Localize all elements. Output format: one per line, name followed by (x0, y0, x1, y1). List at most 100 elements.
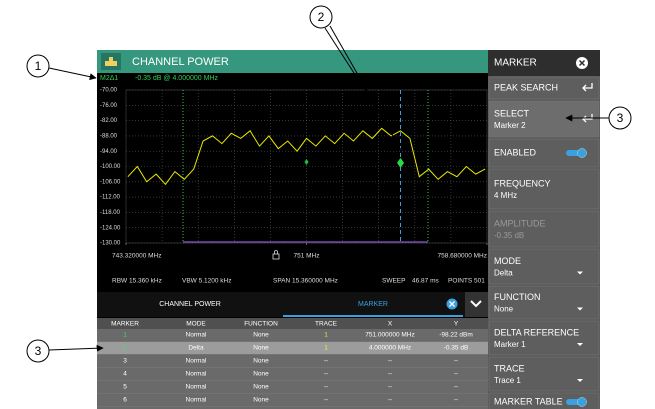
setting: VBW 5.1200 kHz (182, 278, 232, 285)
table-cell: None (253, 332, 269, 339)
callout-arrow (48, 67, 97, 81)
title: CHANNEL POWER (132, 56, 229, 68)
lock-icon (272, 253, 280, 260)
dropdown-icon (577, 379, 583, 382)
table-cell: -0.35 dB (444, 345, 469, 352)
table-cell: None (253, 358, 269, 365)
button-label: FREQUENCY (494, 178, 551, 188)
enter-icon (582, 114, 593, 123)
button-label: AMPLITUDE (494, 218, 546, 228)
y-tick-label: -94.00 (100, 149, 118, 155)
callout-number: 2 (318, 10, 325, 24)
y-tick-label: -112.00 (100, 195, 121, 201)
y-tick-label: -82.00 (100, 118, 118, 124)
setting: SWEEP (382, 278, 405, 285)
button-value: Marker 2 (494, 121, 526, 130)
trace (127, 127, 486, 186)
panel-button[interactable] (488, 100, 600, 138)
callout-circle (608, 106, 632, 130)
table-cell: Normal (186, 397, 208, 404)
panel-button[interactable] (488, 248, 600, 285)
table-cell: -- (454, 384, 458, 391)
y-tick-label: -88.00 (100, 133, 118, 139)
column-header: Y (454, 321, 459, 328)
panel-title: MARKER (494, 58, 537, 69)
table-cell: Normal (186, 332, 208, 339)
column-header: MARKER (111, 321, 139, 328)
marker-diamond (304, 158, 309, 165)
table-cell: None (253, 384, 269, 391)
selected-row (97, 342, 488, 354)
button-label: PEAK SEARCH (494, 82, 558, 92)
y-tick-label: -130.00 (100, 241, 121, 247)
setting: RBW 15.360 kHz (112, 278, 162, 285)
y-tick-label: -124.00 (100, 225, 121, 231)
table-cell: Normal (186, 371, 208, 378)
table-cell: None (253, 345, 269, 352)
callout-arrow (48, 344, 104, 352)
callout-number: 3 (617, 111, 624, 125)
tab[interactable]: CHANNEL POWER (159, 301, 221, 308)
setting: SPAN 15.360000 MHz (273, 278, 338, 285)
table-cell: -- (324, 384, 328, 391)
button-label: SELECT (494, 108, 530, 118)
table-cell: None (253, 371, 269, 378)
button-value: Trace 1 (494, 376, 521, 385)
tab-bar (97, 292, 488, 317)
table-cell: -- (454, 371, 458, 378)
button-label: DELTA REFERENCE (494, 327, 579, 337)
setting: POINTS 501 (448, 278, 485, 285)
button-label: MODE (494, 256, 521, 266)
close-x (449, 301, 455, 307)
x-tick-label: 751 MHz (293, 253, 319, 260)
y-tick-label: -100.00 (100, 164, 121, 170)
callout-number: 1 (35, 59, 42, 73)
table-cell: -- (324, 358, 328, 365)
panel-close-x (578, 59, 586, 67)
panel-button[interactable] (488, 285, 600, 320)
table-cell: -- (388, 358, 392, 365)
table-cell: 2 (123, 345, 127, 352)
readout-text: -0.35 dB @ 4.000000 MHz (135, 75, 218, 82)
table-header-bg (97, 318, 488, 329)
table-cell: None (253, 397, 269, 404)
callout-number: 3 (35, 344, 42, 358)
table-cell: Delta (188, 345, 204, 352)
table-bg (97, 318, 488, 409)
panel-button[interactable] (488, 168, 600, 210)
button-label: MARKER TABLE (494, 396, 563, 406)
toggle-knob (577, 148, 587, 158)
x-tick-label: 758.680000 MHz (437, 253, 487, 260)
tab-active[interactable]: MARKER (358, 301, 388, 308)
panel-button[interactable] (488, 320, 600, 356)
column-header: MODE (186, 321, 206, 328)
column-header: FUNCTION (244, 321, 278, 328)
column-header: X (388, 321, 393, 328)
callout-circle (26, 339, 50, 363)
marker-diamond (397, 157, 405, 168)
table-cell: -- (388, 384, 392, 391)
table-cell: 4 (123, 371, 127, 378)
panel-button[interactable] (488, 76, 600, 100)
table-cell: Normal (186, 384, 208, 391)
y-tick-label: -118.00 (100, 210, 121, 216)
table-cell: -- (454, 397, 458, 404)
y-tick-label: -70.00 (100, 88, 118, 94)
callout-circle (309, 5, 333, 29)
table-cell: 1 (123, 332, 127, 339)
panel-button[interactable] (488, 356, 600, 392)
button-label: TRACE (494, 363, 525, 373)
readout-label: M2Δ1 (100, 75, 118, 82)
table-cell: -- (388, 371, 392, 378)
button-value: 4 MHz (494, 191, 517, 200)
table-cell: -- (324, 397, 328, 404)
panel-button[interactable] (488, 210, 600, 248)
table-cell: Normal (186, 358, 208, 365)
button-value: Marker 1 (494, 340, 526, 349)
table-cell: 3 (123, 358, 127, 365)
button-value: Delta (494, 269, 513, 278)
table-cell: 5 (123, 384, 127, 391)
lock-shackle (274, 250, 278, 254)
button-label: ENABLED (494, 147, 537, 157)
